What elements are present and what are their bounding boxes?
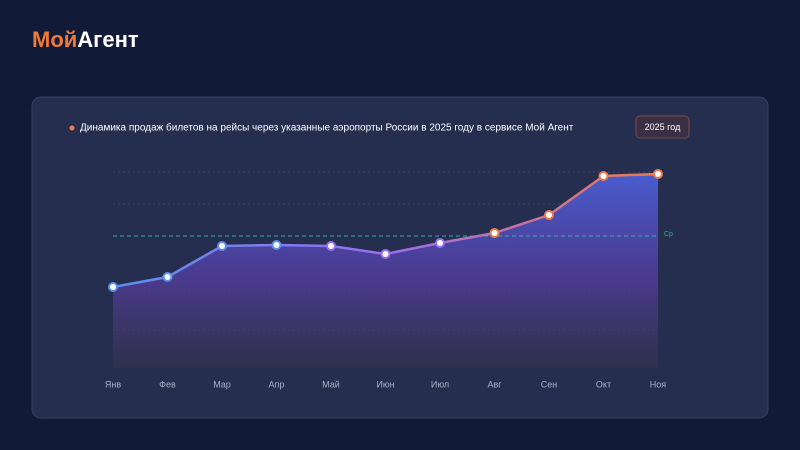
- point: [108, 282, 118, 292]
- x-tick-label: Фев: [159, 379, 176, 389]
- chart-title: Динамика продаж билетов на рейсы через у…: [80, 122, 574, 134]
- point: [598, 171, 609, 181]
- x-tick-label: Авг: [487, 379, 502, 389]
- title-dot: [69, 125, 75, 131]
- x-tick-label: Окт: [596, 379, 611, 389]
- x-tick-label: Сен: [541, 379, 558, 389]
- point: [271, 240, 282, 250]
- point: [326, 241, 336, 251]
- x-tick-label: Апр: [269, 379, 285, 389]
- logo-part: Агент: [77, 27, 139, 52]
- x-tick-label: Июн: [376, 379, 394, 389]
- point: [435, 238, 445, 248]
- point: [380, 249, 391, 259]
- point: [544, 210, 554, 220]
- point: [489, 228, 500, 238]
- x-tick-label: Ноя: [650, 379, 667, 389]
- period-button-label[interactable]: 2025 год: [645, 122, 681, 132]
- period-button[interactable]: [635, 115, 690, 139]
- x-tick-label: Июл: [431, 379, 449, 389]
- x-tick-label: Май: [322, 379, 340, 389]
- logo: МойАгент: [32, 27, 139, 52]
- x-tick-label: Мар: [213, 379, 231, 389]
- point: [217, 241, 227, 251]
- point: [162, 272, 173, 282]
- logo-part: Мой: [32, 27, 77, 52]
- average-label: Ср: [664, 231, 673, 238]
- area: [113, 174, 658, 368]
- x-tick-label: Янв: [105, 379, 121, 389]
- point: [653, 169, 663, 179]
